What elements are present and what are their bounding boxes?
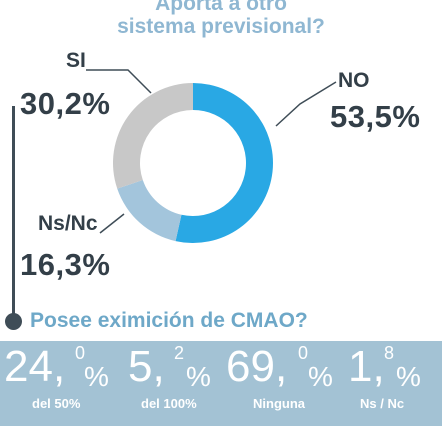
chart-title-line1: Aporta a otro bbox=[155, 0, 287, 15]
stats-panel: 24, 0 % del 50% 5, 2 % del 100% 69, 0 % … bbox=[0, 341, 442, 426]
stat-caption: del 50% bbox=[32, 396, 81, 411]
stat-percent-symbol: % bbox=[84, 361, 109, 392]
leader-line-nsnc bbox=[99, 213, 125, 234]
slice-value-nsnc: 16,3% bbox=[20, 247, 111, 282]
donut-chart bbox=[86, 69, 337, 243]
stat-decimal: 2 bbox=[174, 343, 185, 363]
slice-label-nsnc: Ns/Nc bbox=[38, 212, 98, 235]
timeline-line bbox=[12, 106, 15, 318]
donut-slice-si bbox=[112, 83, 193, 189]
stat-integer: 24, bbox=[4, 342, 66, 391]
question-heading: Posee eximición de CMAO? bbox=[30, 309, 308, 332]
stat-caption: Ns / Nc bbox=[360, 396, 405, 411]
donut-slice-nsnc bbox=[117, 180, 182, 242]
bullet-dot bbox=[5, 313, 22, 330]
chart-title: Aporta a otro sistema previsional? bbox=[0, 0, 442, 38]
chart-title-line2: sistema previsional? bbox=[117, 15, 325, 38]
leader-line-no bbox=[275, 81, 337, 127]
donut-slice-no bbox=[175, 83, 273, 243]
stat-decimal: 8 bbox=[384, 343, 395, 363]
stat-percent-symbol: % bbox=[396, 361, 421, 392]
leader-line-si bbox=[86, 69, 152, 94]
slice-value-si: 30,2% bbox=[20, 86, 111, 121]
slice-label-si: SI bbox=[66, 49, 86, 72]
stat-caption: Ninguna bbox=[253, 396, 305, 411]
stat-integer: 1, bbox=[348, 342, 385, 391]
stat-decimal: 0 bbox=[298, 343, 309, 363]
stat-percent-symbol: % bbox=[186, 361, 211, 392]
stat-integer: 5, bbox=[128, 342, 165, 391]
stat-integer: 69, bbox=[226, 342, 288, 391]
stat-caption: del 100% bbox=[141, 396, 197, 411]
stat-decimal: 0 bbox=[75, 343, 86, 363]
slice-label-no: NO bbox=[338, 69, 370, 92]
stat-percent-symbol: % bbox=[308, 361, 333, 392]
slice-value-no: 53,5% bbox=[330, 99, 421, 134]
